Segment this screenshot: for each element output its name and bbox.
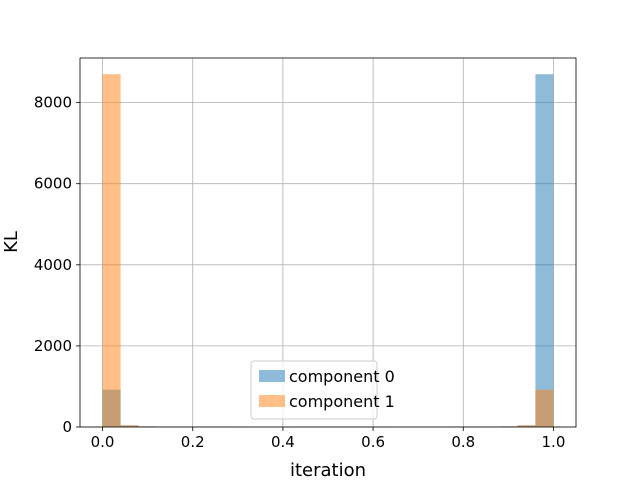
y-tick-label-3: 6000: [34, 175, 72, 193]
grid-lines: [80, 58, 576, 428]
x-axis-label: iteration: [290, 460, 366, 480]
legend-swatch-1: [259, 395, 285, 407]
bar-series-1-bin-24: [535, 389, 554, 427]
legend-label-0: component 0: [289, 367, 395, 386]
bar-series-1-bin-23: [517, 425, 536, 427]
y-tick-label-0: 0: [62, 418, 72, 436]
x-tick-label-4: 0.8: [451, 433, 475, 451]
plot-frame: [79, 57, 577, 428]
legend: component 0 component 1: [250, 360, 395, 420]
bar-series-1-bin-0: [102, 74, 121, 427]
bar-series-0-bin-24: [535, 74, 554, 427]
y-axis-label: KL: [1, 231, 22, 253]
x-tick-label-2: 0.4: [271, 433, 295, 451]
x-axis-ticks: 0.0 0.2 0.4 0.6 0.8 1.0: [91, 427, 566, 451]
legend-swatch-0: [259, 370, 285, 382]
legend-label-1: component 1: [289, 392, 395, 411]
y-tick-label-4: 8000: [34, 94, 72, 112]
x-tick-label-5: 1.0: [542, 433, 566, 451]
y-axis-ticks: 0 2000 4000 6000 8000: [34, 94, 80, 436]
y-tick-label-2: 4000: [34, 256, 72, 274]
x-tick-label-3: 0.6: [361, 433, 385, 451]
bar-series-1-bin-1: [120, 425, 139, 427]
x-tick-label-0: 0.0: [91, 433, 115, 451]
x-tick-label-1: 0.2: [181, 433, 205, 451]
y-tick-label-1: 2000: [34, 337, 72, 355]
